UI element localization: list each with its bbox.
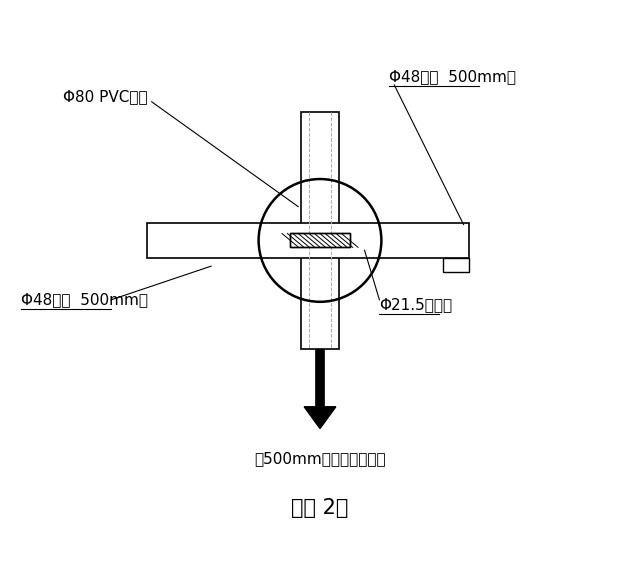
Text: Φ48钢管  500mm长: Φ48钢管 500mm长	[389, 69, 516, 85]
Text: Φ21.5钢丝绳: Φ21.5钢丝绳	[380, 297, 452, 312]
Bar	[291, 233, 349, 247]
Bar	[291, 233, 349, 247]
Text: Φ48钢管  500mm长: Φ48钢管 500mm长	[21, 292, 148, 307]
Text: Φ80 PVC套管: Φ80 PVC套管	[63, 89, 147, 105]
Polygon shape	[304, 407, 336, 428]
Bar	[443, 258, 468, 272]
Bar	[147, 223, 468, 258]
Text: 将500mm短管穿过钢丝绳: 将500mm短管穿过钢丝绳	[254, 451, 386, 466]
Bar	[301, 112, 339, 349]
Text: （图 2）: （图 2）	[291, 498, 349, 518]
